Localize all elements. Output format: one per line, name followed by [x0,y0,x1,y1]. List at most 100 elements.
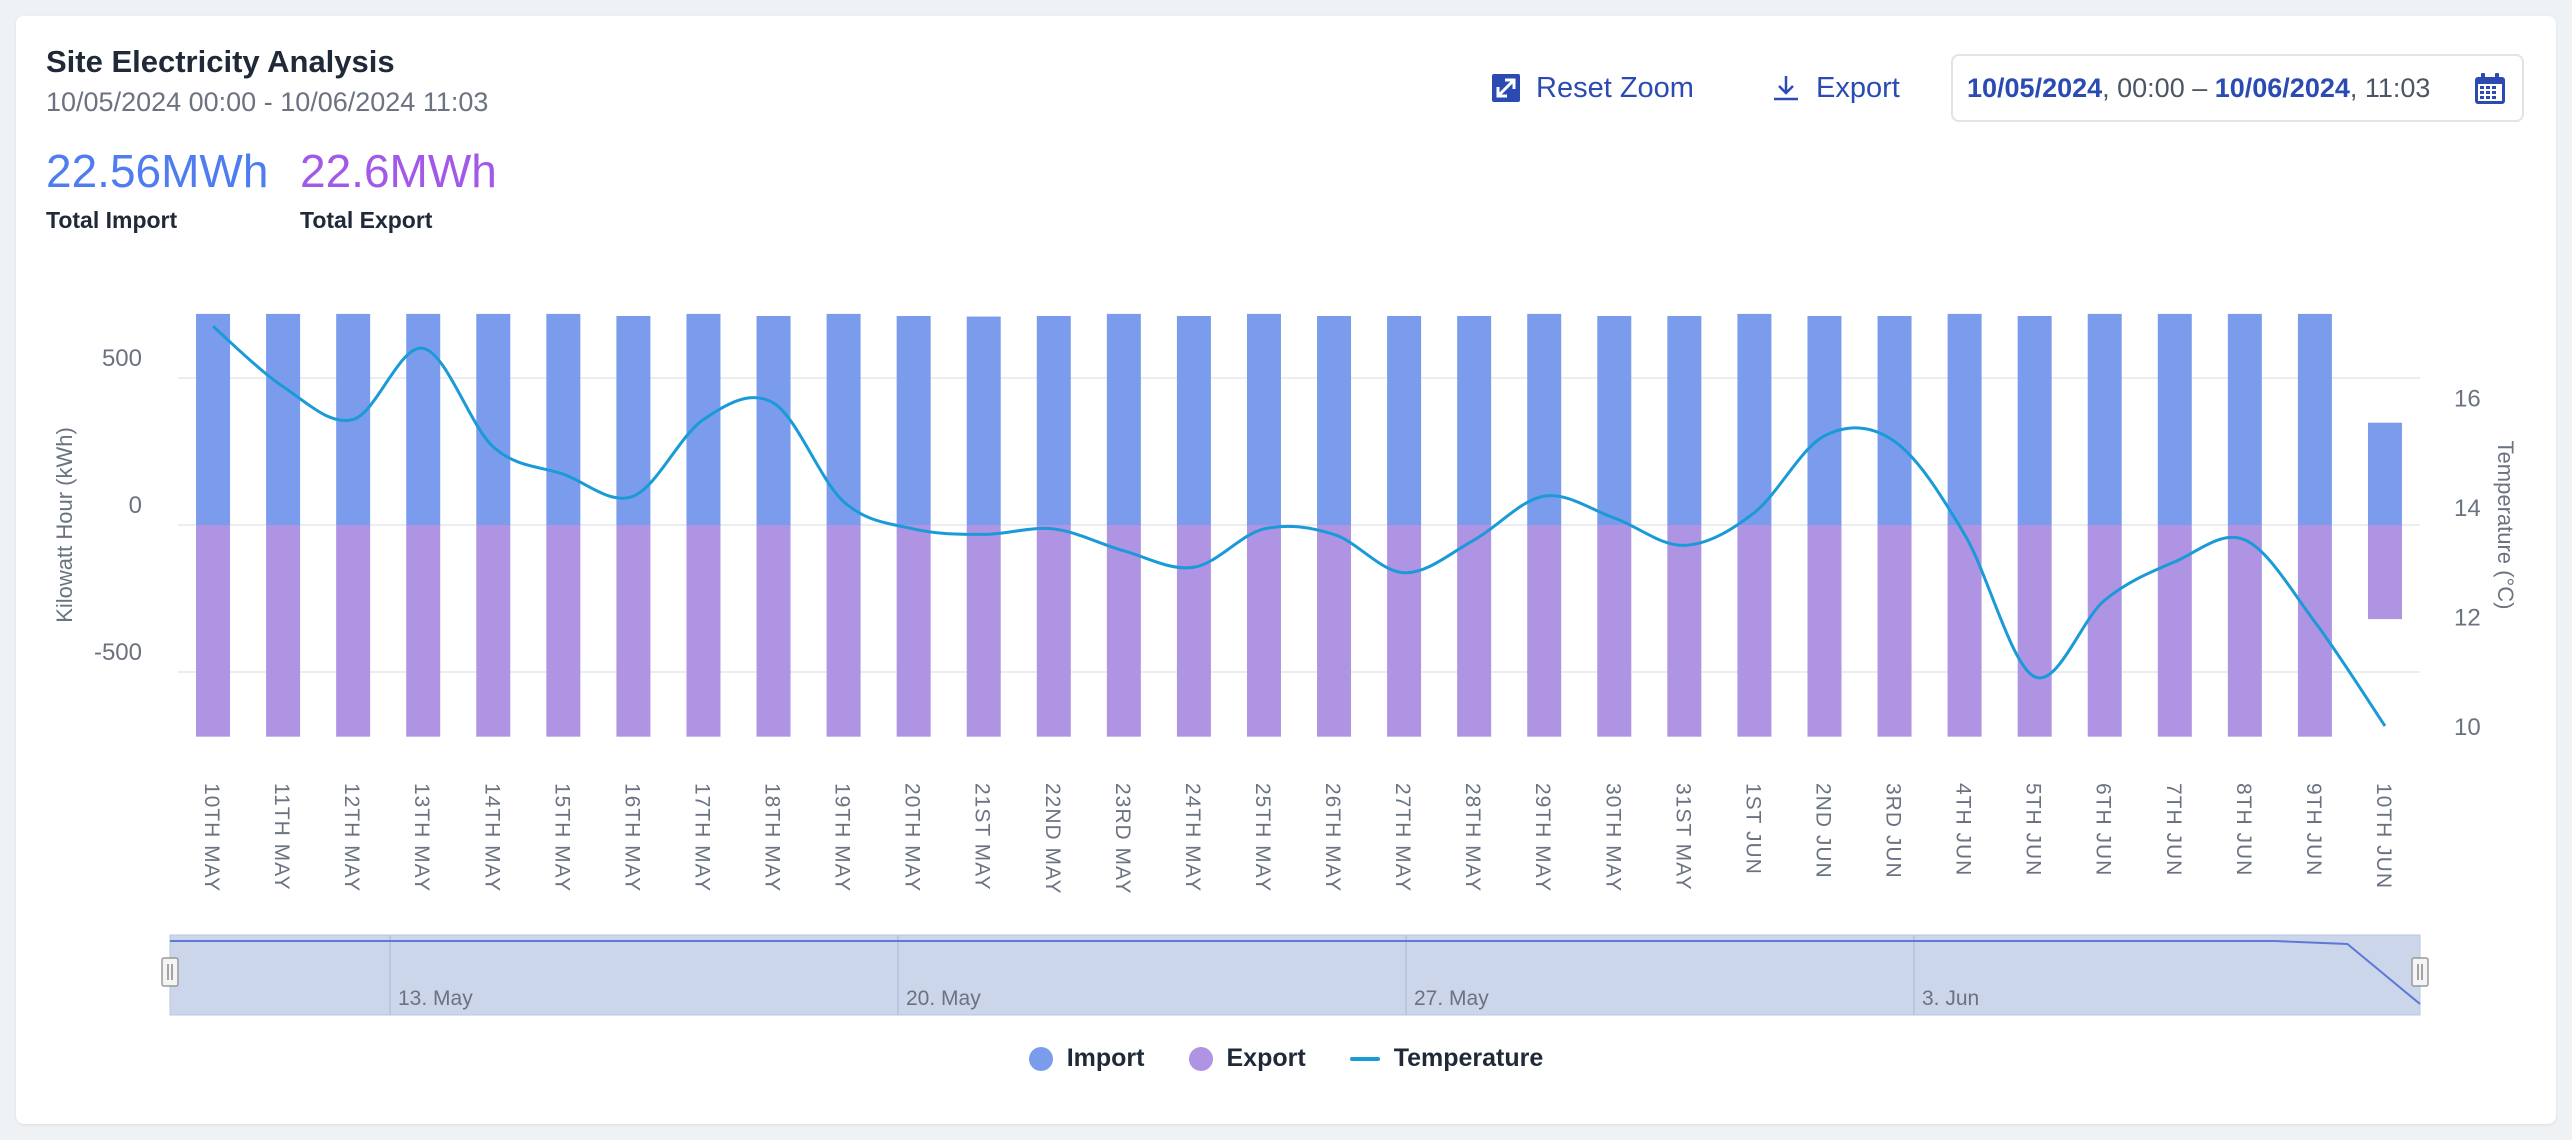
import-bar [896,315,931,525]
y-tick-label: 0 [129,492,142,519]
x-tick-label: 15TH MAY [550,783,573,892]
import-bar [2157,313,2192,525]
export-bar [196,525,231,737]
import-bar [616,315,651,525]
import-bar [1387,315,1422,525]
total-export-label: Total Export [300,206,433,233]
navigator-label: 13. May [398,987,473,1010]
x-tick-label: 5TH JUN [2022,783,2045,876]
export-bar [476,525,511,737]
x-tick-label: 6TH JUN [2092,783,2115,876]
y2-axis-title: Temperature (°C) [2493,441,2518,610]
import-bar [1246,313,1281,525]
x-tick-label: 14TH MAY [480,783,503,892]
navigator-handle-right[interactable] [2411,957,2429,987]
x-tick-label: 25TH MAY [1251,783,1274,892]
reset-zoom-button[interactable]: Reset Zoom [1490,66,1694,110]
export-bar [756,525,791,737]
y-axis-title: Kilowatt Hour (kWh) [52,427,77,623]
export-bar [616,525,651,737]
export-bar [966,525,1001,737]
import-bar [2087,313,2122,525]
export-bar [2087,525,2122,737]
export-bar [336,525,371,737]
legend-temperature-label: Temperature [1393,1044,1544,1072]
y2-tick-label: 12 [2454,605,2481,632]
x-tick-label: 3RD JUN [1882,783,1905,879]
export-bar [1807,525,1842,737]
export-bar [1457,525,1492,737]
legend-temperature[interactable]: Temperature [1349,1044,1544,1073]
calendar-icon[interactable] [2472,71,2508,107]
x-tick-label: 8TH JUN [2232,783,2255,876]
x-tick-label: 9TH JUN [2302,783,2325,876]
y-tick-label: 500 [102,345,142,372]
x-tick-label: 20TH MAY [901,783,924,892]
export-bar [1036,525,1071,737]
end-date: 10/06/2024 [2214,72,2350,103]
navigator-series [170,940,2421,1005]
x-tick-label: 4TH JUN [1952,783,1975,876]
import-bar [1176,315,1211,525]
import-bar [266,313,301,525]
y-tick-label: -500 [94,639,142,666]
x-tick-label: 30TH MAY [1601,783,1624,892]
import-bar [196,313,231,525]
navigator-label: 20. May [906,987,981,1010]
x-tick-label: 16TH MAY [620,783,643,892]
date-range-picker[interactable]: 10/05/2024 , 00:00 – 10/06/2024 , 11:03 [1951,54,2524,122]
import-bar [1807,315,1842,525]
import-bar [1317,315,1352,525]
x-tick-label: 11TH MAY [270,783,293,891]
x-tick-label: 12TH MAY [340,783,363,892]
total-import-label: Total Import [46,206,178,233]
import-bar [406,313,441,525]
export-bar [2367,525,2402,620]
export-bar [1737,525,1772,737]
x-tick-label: 27TH MAY [1391,783,1414,892]
x-tick-label: 29TH MAY [1531,783,1554,892]
download-icon [1774,76,1798,101]
temperature-swatch [1349,1056,1380,1061]
x-tick-label: 31ST MAY [1671,783,1694,891]
import-bar [2297,313,2332,525]
export-label: Export [1816,71,1900,104]
import-bar [1667,315,1702,525]
export-bar [1317,525,1352,737]
x-tick-label: 7TH JUN [2162,783,2185,876]
legend-import[interactable]: Import [1028,1044,1145,1073]
import-bar [1106,313,1141,525]
total-import-value: 22.56MWh [46,145,269,197]
legend-import-label: Import [1066,1044,1145,1072]
navigator-label: 3. Jun [1922,987,1979,1010]
export-bar [1176,525,1211,737]
export-swatch [1188,1046,1213,1071]
export-bar [826,525,861,737]
import-bar [1527,313,1562,525]
x-tick-label: 23RD MAY [1111,783,1134,894]
navigator-handle-left[interactable] [161,957,179,987]
export-bar [1106,525,1141,737]
x-tick-label: 2ND JUN [1811,783,1834,879]
legend-export[interactable]: Export [1188,1044,1306,1073]
import-bar [826,313,861,525]
export-button[interactable]: Export [1770,66,1900,110]
x-tick-label: 28TH MAY [1461,783,1484,892]
export-bar [266,525,301,737]
y2-tick-label: 14 [2454,495,2481,522]
start-date: 10/05/2024 [1967,72,2103,103]
reset-zoom-icon [1492,74,1520,102]
export-bar [1667,525,1702,737]
legend-export-label: Export [1226,1044,1306,1072]
import-bar [546,313,581,525]
import-bar [1737,313,1772,525]
x-tick-label: 22ND MAY [1041,783,1064,894]
export-bar [1597,525,1632,737]
x-tick-label: 1ST JUN [1741,783,1764,875]
total-export-kpi: 22.6MWh Total Export [300,146,497,234]
import-bar [2227,313,2262,525]
import-swatch [1028,1046,1053,1071]
import-bar [476,313,511,525]
navigator-range [169,934,2421,1016]
